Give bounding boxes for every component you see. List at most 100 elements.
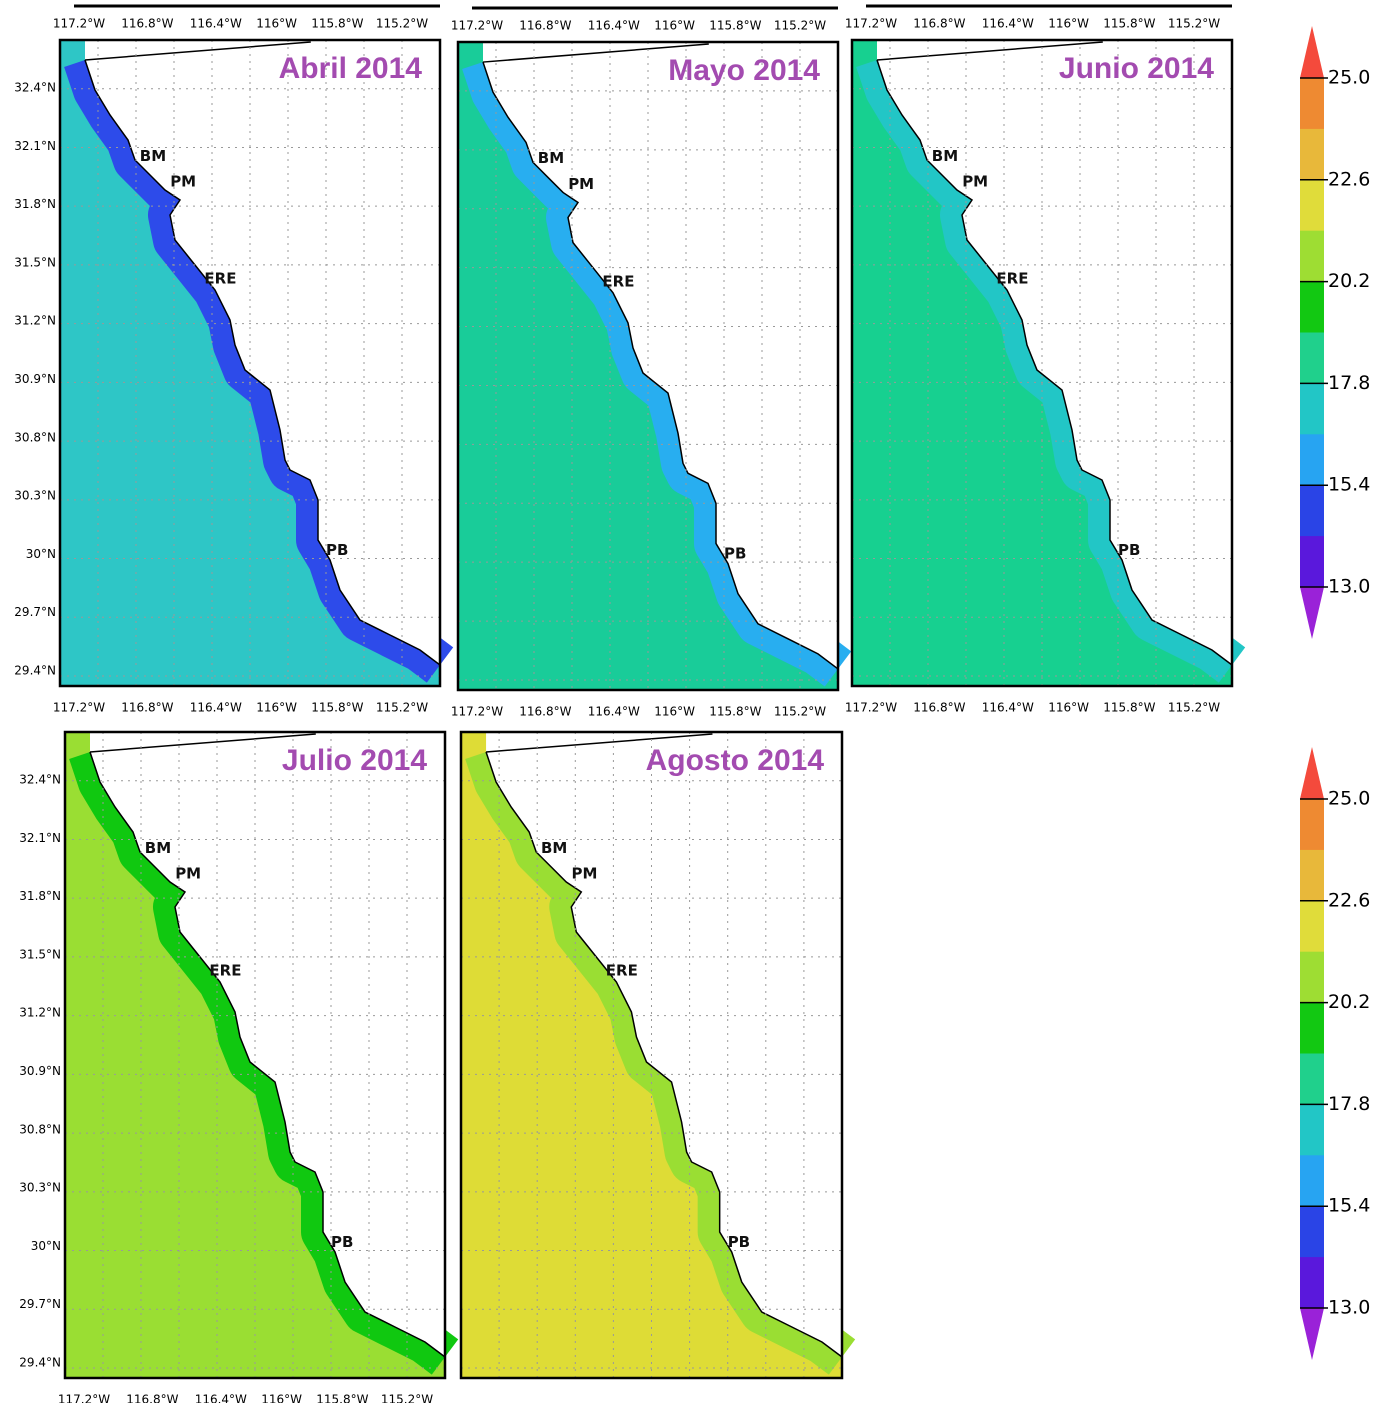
colorbar-segment [1300,849,1324,902]
land [483,42,838,690]
panel-title: Agosto 2014 [646,744,825,777]
colorbar-segment [1300,1104,1324,1156]
lon-label: 116.8°W [126,1393,178,1404]
panel-title: Mayo 2014 [668,54,820,87]
colorbar-segment [1300,281,1324,333]
lon-label: 116°W [1048,701,1089,715]
lon-label: 117.2°W [451,19,503,33]
coastline [482,61,839,670]
lon-label: 115.8°W [709,19,761,33]
colorbar-segment [1300,434,1324,486]
colorbar-segment [1300,536,1324,588]
lat-label: 29.4°N [19,1356,61,1370]
colorbar-segment [1300,1053,1324,1105]
lon-label: 115.8°W [709,705,761,719]
lat-label: 30°N [26,547,56,561]
lat-label: 32.4°N [19,773,61,787]
lon-label: 115.2°W [774,705,826,719]
lon-label: 117.2°W [53,701,105,715]
place-label: BM [140,147,166,165]
lat-label: 31.8°N [14,197,56,211]
place-label: ERE [204,270,236,288]
colorbar-segment [1300,900,1324,953]
colorbar-label: 17.8 [1328,1093,1370,1115]
lon-label: 116.4°W [982,701,1034,715]
lon-label: 117.2°W [845,17,897,31]
colorbar-segment [1300,332,1324,384]
colorbar-segment [1300,1257,1324,1309]
lon-label: 116°W [654,705,695,719]
place-label: PB [724,544,746,562]
lon-label: 116.8°W [519,705,571,719]
lon-label: 115.8°W [1103,17,1155,31]
place-label: PM [568,175,594,193]
panel-frame [459,730,844,1380]
place-label: BM [932,147,958,165]
colorbar-segment [1300,1206,1324,1258]
coastline [485,751,843,1358]
colorbar-segment [1300,951,1324,1004]
land [877,40,1232,686]
colorbar-segment [1300,78,1324,130]
place-label: PB [326,541,348,559]
lon-label: 116.4°W [982,17,1034,31]
lon-label: 116.8°W [913,701,965,715]
panel-title: Julio 2014 [282,744,427,777]
place-label: PB [728,1233,750,1251]
lon-label: 116.8°W [121,17,173,31]
lon-label: 115.2°W [381,1393,433,1404]
place-label: ERE [996,270,1028,288]
colorbar-segment [1300,128,1324,181]
lat-label: 30.8°N [14,430,56,444]
lat-label: 30°N [31,1239,61,1253]
lat-label: 29.4°N [14,664,56,678]
lon-label: 116°W [261,1393,302,1404]
lon-label: 115.2°W [376,701,428,715]
colorbar-segment [1300,485,1324,537]
land [85,40,440,686]
lon-label: 115.8°W [1103,701,1155,715]
lat-label: 32.4°N [14,81,56,95]
place-label: PM [571,865,597,883]
lon-label: 116.8°W [913,17,965,31]
place-label: BM [145,839,171,857]
lon-label: 115.2°W [774,19,826,33]
lat-label: 30.9°N [19,1064,61,1078]
place-label: ERE [606,962,638,980]
panel-frame [850,38,1234,688]
lat-label: 29.7°N [14,605,56,619]
panel-title: Junio 2014 [1059,52,1214,85]
place-label: PM [175,865,201,883]
border-line [84,41,311,61]
lat-label: 31.5°N [19,947,61,961]
lat-label: 32.1°N [19,831,61,845]
colorbar-label: 20.2 [1328,991,1370,1013]
colorbar-label: 25.0 [1328,67,1370,89]
colorbar-label: 15.4 [1328,474,1370,496]
colorbar-label: 15.4 [1328,1195,1370,1217]
lon-label: 115.8°W [311,701,363,715]
place-label: ERE [602,272,634,290]
lon-label: 115.2°W [376,17,428,31]
place-label: PB [331,1233,353,1251]
place-label: ERE [209,962,241,980]
land [90,732,445,1378]
colorbar-label: 13.0 [1328,1297,1370,1319]
place-label: BM [538,149,564,167]
lon-label: 116.8°W [121,701,173,715]
lat-label: 31.5°N [14,255,56,269]
lon-label: 116°W [1048,17,1089,31]
colorbar-segment [1300,179,1324,232]
lon-label: 116.4°W [190,701,242,715]
place-label: PM [962,173,988,191]
panel-frame [456,40,840,692]
panel-frame [58,38,442,688]
place-label: BM [541,839,567,857]
colorbar-label: 22.6 [1328,889,1370,911]
lon-label: 116.4°W [190,17,242,31]
place-label: PB [1118,541,1140,559]
colorbar-segment [1300,1155,1324,1207]
